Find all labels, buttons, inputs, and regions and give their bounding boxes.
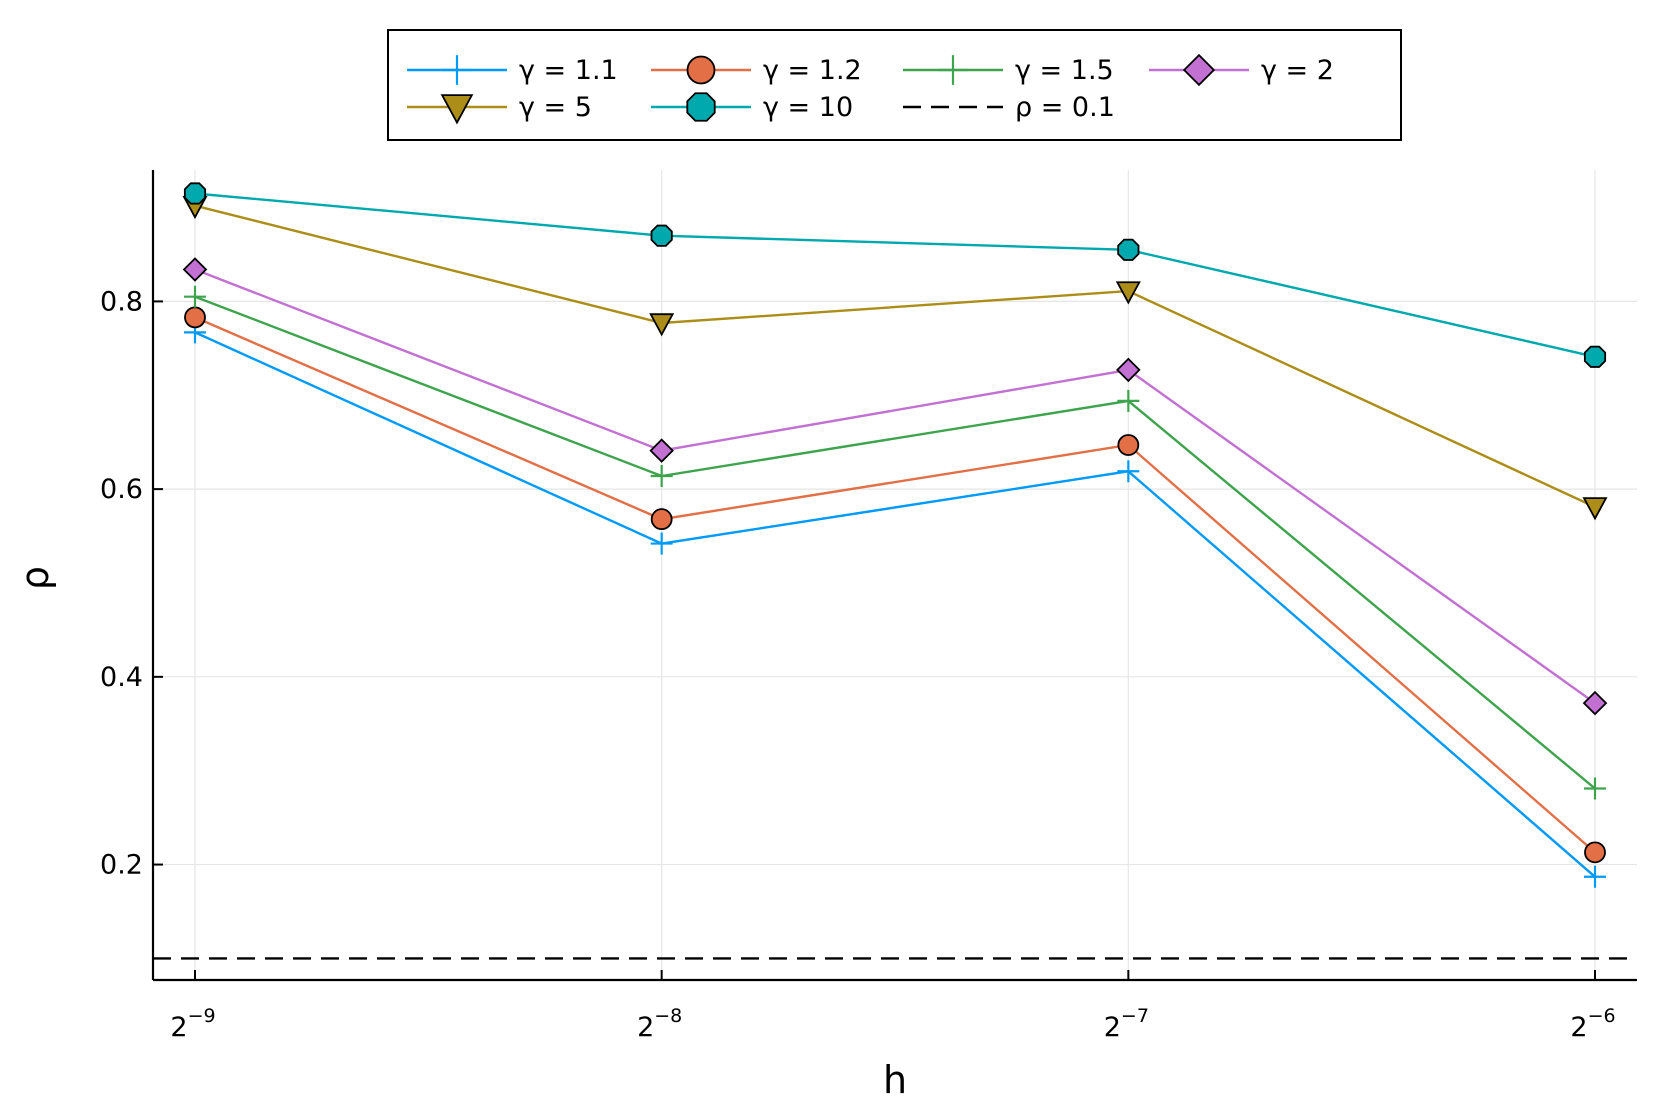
legend-item: γ = 1.1	[407, 55, 618, 86]
axes	[151, 170, 1637, 982]
data-point	[182, 257, 208, 282]
series-line	[194, 295, 1596, 790]
x-tick-label: 2−9	[170, 1005, 215, 1043]
legend-item: γ = 5	[407, 92, 592, 125]
series-line	[194, 268, 1596, 705]
x-tick-label: 2−7	[1104, 1005, 1149, 1043]
series-lines	[194, 192, 1596, 878]
x-tick-label: 2−8	[637, 1005, 682, 1043]
series-markers	[182, 182, 1608, 888]
legend-label: γ = 1.2	[763, 55, 862, 86]
data-point	[1583, 345, 1607, 368]
data-point	[183, 182, 207, 205]
legend-marker	[442, 55, 472, 85]
data-point	[1117, 238, 1140, 261]
y-tick-label: 0.6	[100, 474, 143, 505]
data-point	[1117, 434, 1140, 456]
legend-label: γ = 2	[1261, 55, 1334, 86]
data-point	[649, 313, 675, 337]
x-axis-label: h	[883, 1058, 907, 1102]
legend: γ = 1.1 γ = 1.2 γ = 1.5 γ = 2 γ = 5 γ = 10 ρ =…	[387, 29, 1402, 141]
data-point	[1584, 777, 1606, 800]
data-point	[650, 508, 673, 531]
data-point	[1584, 865, 1606, 888]
y-tick-label: 0.2	[100, 850, 143, 881]
data-point	[184, 306, 206, 329]
legend-marker	[1182, 53, 1216, 87]
data-point	[1116, 357, 1141, 383]
legend-marker	[440, 94, 474, 125]
legend-label: γ = 5	[519, 92, 592, 123]
legend-marker	[686, 92, 716, 122]
legend-label: γ = 10	[763, 92, 853, 123]
legend-item: γ = 1.5	[903, 55, 1114, 86]
data-point	[1582, 497, 1608, 521]
legend-item: γ = 2	[1149, 53, 1334, 87]
y-tick-label: 0.8	[100, 286, 143, 317]
data-point	[1582, 690, 1608, 716]
legend-marker	[938, 55, 968, 85]
y-tick-label: 0.4	[100, 662, 143, 693]
series-line	[194, 331, 1596, 878]
data-point	[1117, 460, 1140, 483]
grid	[153, 170, 1637, 980]
legend-marker	[686, 55, 716, 85]
legend-label: γ = 1.1	[519, 55, 618, 86]
x-tick-label: 2−6	[1570, 1005, 1615, 1043]
series-line	[194, 316, 1596, 854]
tick-labels: 0.2 0.4 0.6 0.8 2−9 2−8 2−7 2−6	[100, 286, 1616, 1043]
legend-item: γ = 10	[651, 92, 853, 123]
legend-label: γ = 1.5	[1015, 55, 1114, 86]
data-point	[649, 438, 674, 463]
data-point	[1115, 281, 1141, 305]
legend-item: ρ = 0.1	[903, 92, 1115, 123]
data-point	[650, 532, 673, 555]
data-point	[650, 464, 673, 487]
y-axis-label: ρ	[13, 566, 57, 590]
data-point	[1584, 841, 1606, 864]
series-line	[194, 192, 1596, 358]
data-point	[650, 224, 673, 247]
legend-label: ρ = 0.1	[1015, 92, 1115, 123]
data-point	[1117, 389, 1140, 412]
series-line	[194, 204, 1596, 509]
data-point	[184, 285, 206, 308]
legend-box	[387, 29, 1402, 141]
legend-item: γ = 1.2	[651, 55, 862, 86]
